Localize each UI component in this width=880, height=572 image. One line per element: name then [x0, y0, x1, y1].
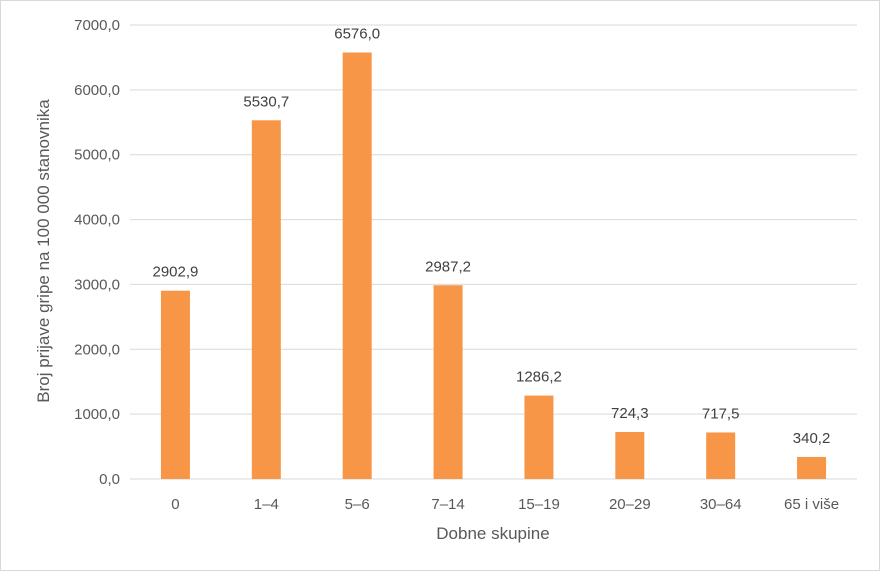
bar	[251, 120, 281, 479]
data-label: 340,2	[793, 430, 831, 447]
x-tick-label: 20–29	[609, 496, 651, 513]
x-axis-title: Dobne skupine	[436, 524, 549, 543]
bar	[797, 456, 827, 479]
y-tick-label: 2000,0	[74, 341, 120, 358]
x-tick-label: 15–19	[518, 496, 560, 513]
data-label: 2902,9	[152, 264, 198, 281]
y-tick-label: 7000,0	[74, 17, 120, 34]
y-tick-label: 6000,0	[74, 82, 120, 99]
x-tick-label: 5–6	[345, 496, 370, 513]
y-tick-label: 1000,0	[74, 406, 120, 423]
x-tick-label: 30–64	[700, 496, 742, 513]
x-tick-label: 1–4	[254, 496, 279, 513]
data-label: 717,5	[702, 405, 740, 422]
x-tick-label: 65 i više	[784, 496, 839, 513]
y-tick-label: 4000,0	[74, 212, 120, 229]
bar	[706, 432, 736, 479]
data-label: 724,3	[611, 405, 649, 422]
bars	[160, 52, 827, 480]
bar	[615, 432, 645, 479]
y-tick-labels: 0,0 1000,0 2000,0 3000,0 4000,0 5000,0 6000,0 7…	[74, 17, 120, 488]
x-tick-label: 0	[171, 496, 179, 513]
y-axis-title: Broj prijave gripe na 100 000 stanovnika	[34, 99, 53, 403]
data-label: 5530,7	[243, 93, 289, 110]
y-tick-label: 0,0	[99, 471, 120, 488]
bar	[524, 395, 554, 479]
x-tick-labels: 0 1–4 5–6 7–14 15–19 20–29 30–64 65 i više	[171, 496, 839, 513]
y-tick-label: 3000,0	[74, 276, 120, 293]
y-tick-label: 5000,0	[74, 147, 120, 164]
bar	[433, 285, 463, 479]
data-label: 1286,2	[516, 369, 562, 386]
data-labels: 2902,9 5530,7 6576,0 2987,2 1286,2 724,3 717,5…	[152, 25, 830, 446]
data-label: 2987,2	[425, 258, 471, 275]
gridlines	[130, 24, 857, 480]
x-tick-label: 7–14	[431, 496, 464, 513]
data-label: 6576,0	[334, 25, 380, 42]
bar	[342, 52, 372, 480]
bar	[160, 290, 190, 479]
